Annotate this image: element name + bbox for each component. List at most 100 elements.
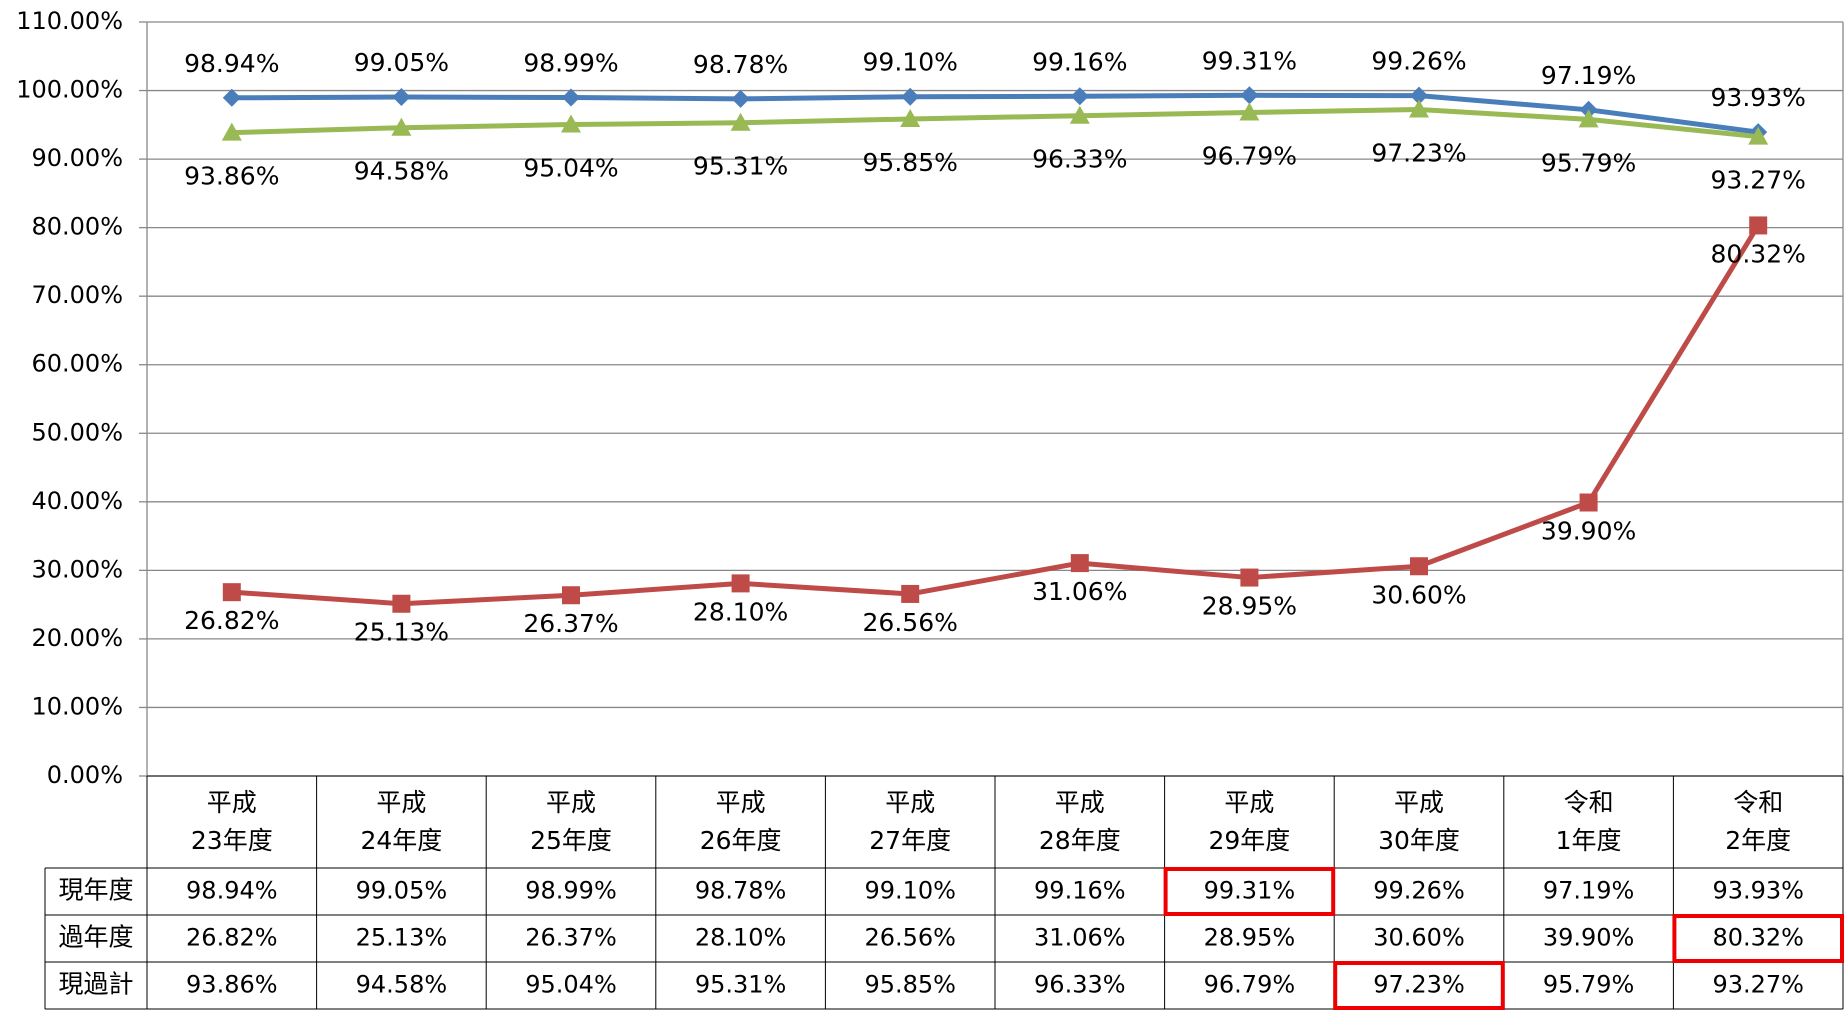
data-label: 97.23% (1371, 139, 1466, 168)
marker (1239, 102, 1260, 121)
y-tick-label: 40.00% (31, 487, 123, 515)
data-label: 96.79% (1202, 142, 1297, 171)
data-label: 80.32% (1711, 239, 1806, 268)
data-label: 26.82% (184, 606, 279, 635)
data-label: 99.16% (1032, 47, 1127, 76)
data-label: 30.60% (1371, 580, 1466, 609)
table-cell: 95.85% (864, 971, 956, 999)
table-cell: 39.90% (1543, 924, 1635, 952)
table-cell: 26.37% (525, 924, 617, 952)
data-label: 28.10% (693, 597, 788, 626)
table-cell: 97.23% (1373, 971, 1465, 999)
table-cell: 96.33% (1034, 971, 1126, 999)
data-label: 98.78% (693, 50, 788, 79)
table-cell: 97.19% (1543, 877, 1635, 905)
data-label: 98.99% (523, 48, 618, 77)
marker (391, 117, 412, 136)
marker (1748, 126, 1769, 145)
table-cell: 93.86% (186, 971, 278, 999)
y-tick-label: 20.00% (31, 624, 123, 652)
marker (221, 122, 242, 141)
table-cell: 25.13% (356, 924, 448, 952)
table-cell: 28.95% (1204, 924, 1296, 952)
highlight-box (1163, 867, 1336, 916)
y-tick-label: 80.00% (31, 213, 123, 241)
marker (1409, 99, 1429, 118)
data-label: 26.37% (523, 609, 618, 638)
y-tick-label: 30.00% (31, 555, 123, 583)
marker (1070, 87, 1089, 106)
data-label: 99.05% (354, 48, 449, 77)
data-label: 96.33% (1032, 145, 1127, 174)
data-label: 98.94% (184, 49, 279, 78)
table-cell: 99.26% (1373, 877, 1465, 905)
table-cell: 95.31% (695, 971, 787, 999)
marker (1410, 86, 1428, 105)
data-label: 99.31% (1202, 46, 1297, 75)
marker (1240, 568, 1259, 587)
data-label: 95.04% (523, 154, 618, 183)
marker (392, 88, 411, 107)
data-label: 26.56% (863, 608, 958, 637)
marker (730, 112, 751, 131)
y-tick-label: 60.00% (31, 350, 123, 378)
table-cell: 26.82% (186, 924, 278, 952)
marker (1240, 86, 1259, 105)
marker (731, 574, 750, 593)
series-line (231, 107, 1759, 140)
marker (392, 594, 411, 613)
data-label: 93.27% (1711, 166, 1806, 195)
x-tick-label: 令和 2年度 (1725, 788, 1791, 855)
marker (1410, 557, 1428, 576)
marker (900, 108, 921, 127)
x-tick-label: 平成 27年度 (869, 788, 951, 855)
marker (1070, 554, 1089, 573)
table-cell: 28.10% (695, 924, 787, 952)
data-label: 97.19% (1541, 61, 1636, 90)
y-tick-label: 90.00% (31, 144, 123, 172)
y-tick-label: 110.00% (16, 7, 123, 35)
data-label: 94.58% (354, 157, 449, 186)
y-tick-label: 50.00% (31, 418, 123, 446)
table-cell: 99.05% (356, 877, 448, 905)
table-cell: 94.58% (356, 971, 448, 999)
y-tick-label: 100.00% (16, 76, 123, 104)
table-cell: 93.93% (1712, 877, 1804, 905)
marker (731, 89, 750, 108)
table-cell: 99.16% (1034, 877, 1126, 905)
table-cell: 31.06% (1034, 924, 1126, 952)
table-cell: 96.79% (1204, 971, 1296, 999)
row-header: 現年度 (58, 876, 133, 905)
x-tick-label: 平成 26年度 (700, 788, 782, 855)
table-cell: 95.79% (1543, 971, 1635, 999)
x-tick-label: 平成 30年度 (1378, 788, 1460, 855)
table-cell: 99.31% (1204, 877, 1296, 905)
data-label: 95.85% (863, 148, 958, 177)
y-tick-label: 70.00% (31, 281, 123, 309)
data-label: 99.10% (863, 48, 958, 77)
data-label: 95.31% (693, 152, 788, 181)
x-tick-label: 平成 29年度 (1208, 788, 1290, 855)
marker (1749, 216, 1768, 235)
highlight-box (1333, 961, 1505, 1010)
table-cell: 99.10% (864, 877, 956, 905)
marker (561, 114, 581, 133)
marker (222, 583, 241, 602)
marker (1578, 109, 1599, 128)
table-cell: 98.78% (695, 877, 787, 905)
x-tick-label: 平成 23年度 (191, 788, 273, 855)
y-tick-label: 10.00% (31, 692, 123, 720)
x-tick-label: 令和 1年度 (1556, 788, 1622, 855)
series-line (231, 224, 1761, 607)
data-label: 25.13% (354, 618, 449, 647)
table-cell: 30.60% (1373, 924, 1465, 952)
marker (901, 87, 920, 106)
table-cell: 95.04% (525, 971, 617, 999)
marker (562, 88, 580, 107)
marker (562, 586, 580, 605)
y-tick-label: 0.00% (47, 761, 123, 789)
data-label: 95.79% (1541, 148, 1636, 177)
data-label: 31.06% (1032, 577, 1127, 606)
marker (901, 584, 920, 603)
